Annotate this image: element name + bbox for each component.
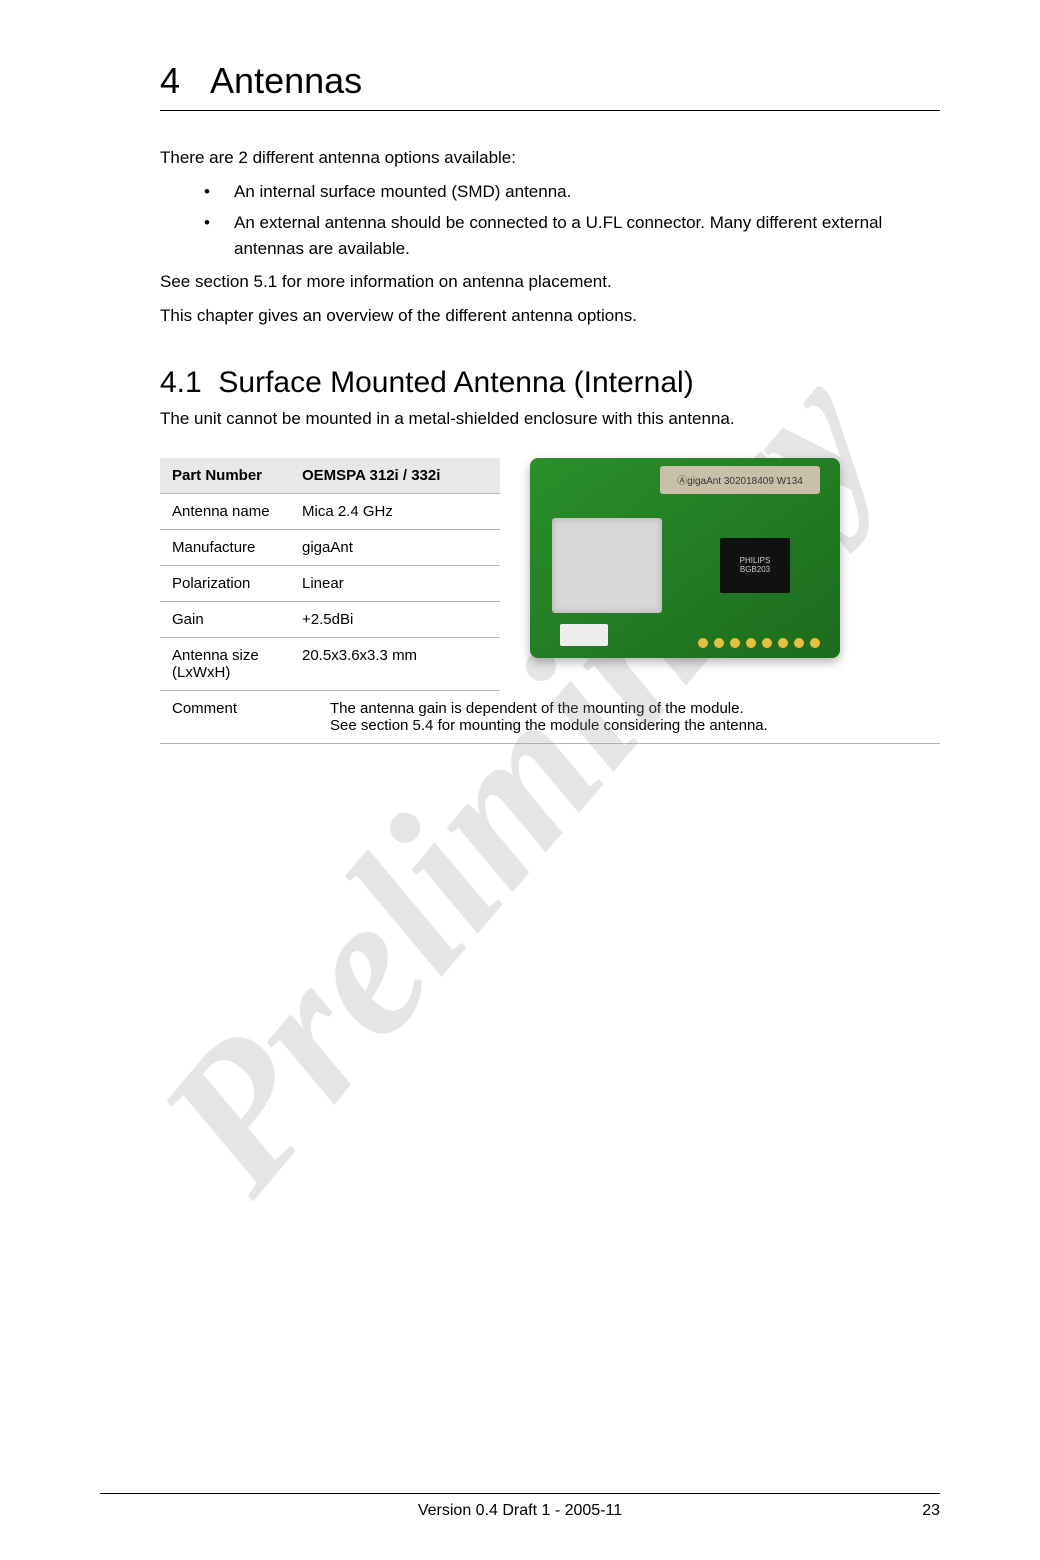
table-header-row: Part Number OEMSPA 312i / 332i — [160, 458, 500, 494]
spec-table: Part Number OEMSPA 312i / 332i Antenna n… — [160, 458, 500, 691]
row-label: Gain — [160, 601, 290, 637]
pcb-shield — [552, 518, 662, 613]
row-value: Mica 2.4 GHz — [290, 493, 500, 529]
pcb-connector — [560, 624, 608, 646]
comment-value: The antenna gain is dependent of the mou… — [318, 691, 940, 744]
section-number: 4.1 — [160, 366, 202, 399]
bullet-item: An internal surface mounted (SMD) antenn… — [204, 179, 940, 205]
chapter-heading: 4 Antennas — [160, 60, 940, 111]
table-row: Comment The antenna gain is dependent of… — [160, 691, 940, 744]
row-value: Linear — [290, 565, 500, 601]
row-label: Antenna name — [160, 493, 290, 529]
comment-line-1: The antenna gain is dependent of the mou… — [330, 700, 744, 717]
pcb-antenna-strip: ⒶgigaAnt 302018409 W134 — [660, 466, 820, 494]
intro-paragraph-1: There are 2 different antenna options av… — [160, 145, 940, 171]
comment-table: Comment The antenna gain is dependent of… — [160, 691, 940, 744]
row-label: Antenna size (LxWxH) — [160, 637, 290, 690]
page: Preliminary 4 Antennas There are 2 diffe… — [0, 0, 1040, 1560]
intro-paragraph-3: This chapter gives an overview of the di… — [160, 303, 940, 329]
pcb-pads — [698, 638, 820, 648]
row-value: 20.5x3.6x3.3 mm — [290, 637, 500, 690]
comment-label: Comment — [160, 691, 318, 744]
row-value: +2.5dBi — [290, 601, 500, 637]
table-row: ManufacturegigaAnt — [160, 529, 500, 565]
table-row: PolarizationLinear — [160, 565, 500, 601]
table-header-left: Part Number — [160, 458, 290, 494]
section-subtitle: The unit cannot be mounted in a metal-sh… — [160, 406, 940, 432]
row-label: Manufacture — [160, 529, 290, 565]
row-value: gigaAnt — [290, 529, 500, 565]
chip-label-1: PHILIPS — [740, 556, 771, 565]
page-footer: Version 0.4 Draft 1 - 2005-11 23 — [100, 1493, 940, 1520]
table-header-right: OEMSPA 312i / 332i — [290, 458, 500, 494]
row-label: Polarization — [160, 565, 290, 601]
comment-line-2: See section 5.4 for mounting the module … — [330, 717, 768, 734]
chip-label-2: BGB203 — [740, 565, 770, 574]
table-row: Gain+2.5dBi — [160, 601, 500, 637]
section-title-text: Surface Mounted Antenna (Internal) — [218, 366, 693, 399]
intro-paragraph-2: See section 5.1 for more information on … — [160, 269, 940, 295]
section-heading: 4.1 Surface Mounted Antenna (Internal) — [160, 366, 940, 400]
table-row: Antenna size (LxWxH)20.5x3.6x3.3 mm — [160, 637, 500, 690]
content-row: Part Number OEMSPA 312i / 332i Antenna n… — [160, 458, 940, 691]
pcb-image: ⒶgigaAnt 302018409 W134 PHILIPS BGB203 — [530, 458, 840, 658]
table-row: Antenna nameMica 2.4 GHz — [160, 493, 500, 529]
chapter-title-text: Antennas — [210, 60, 362, 101]
pcb-chip: PHILIPS BGB203 — [720, 538, 790, 593]
footer-version: Version 0.4 Draft 1 - 2005-11 — [100, 1502, 940, 1520]
intro-bullets: An internal surface mounted (SMD) antenn… — [160, 179, 940, 262]
bullet-item: An external antenna should be connected … — [204, 210, 940, 261]
chapter-number: 4 — [160, 60, 180, 101]
